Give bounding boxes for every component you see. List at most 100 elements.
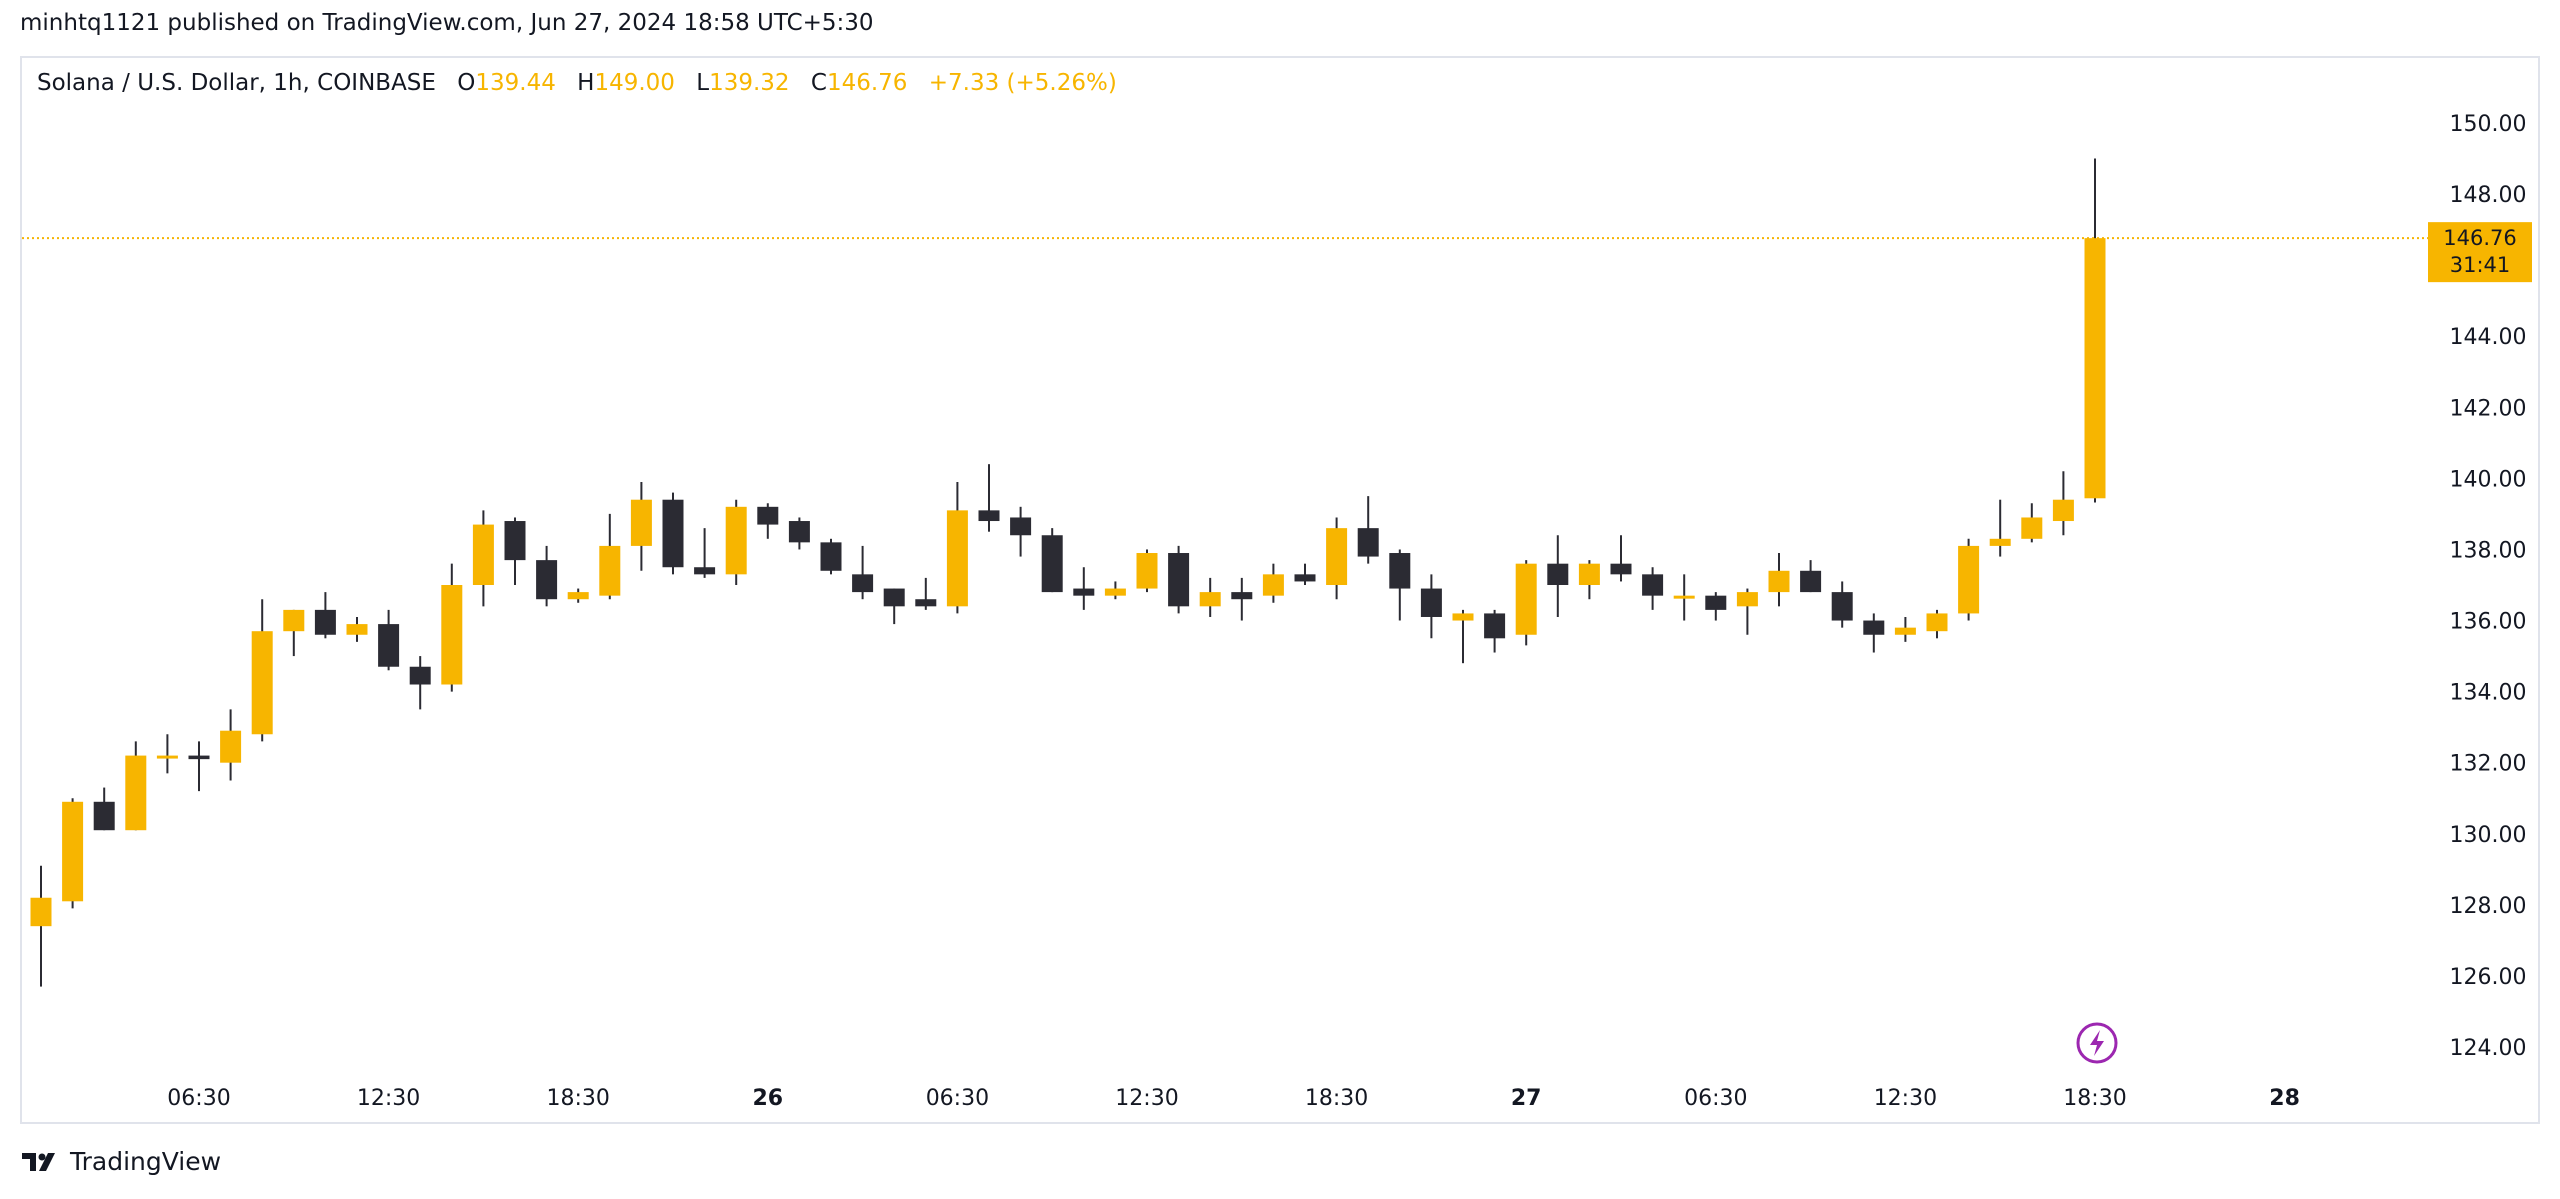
x-tick-label: 12:30 <box>357 1086 420 1111</box>
candle[interactable] <box>93 787 115 831</box>
candle[interactable] <box>1104 581 1126 600</box>
candle-body-down <box>978 510 1000 522</box>
footer-brand: TradingView <box>22 1147 221 1176</box>
candle[interactable] <box>409 656 431 710</box>
candle[interactable] <box>1578 560 1600 600</box>
candle[interactable] <box>1768 553 1790 607</box>
candle-body-up <box>2084 238 2106 499</box>
candle[interactable] <box>852 545 874 600</box>
candle-body-up <box>1136 553 1158 589</box>
candle[interactable] <box>1420 574 1442 639</box>
candle-body-up <box>567 592 589 600</box>
candle[interactable] <box>2052 471 2074 536</box>
candle[interactable] <box>1547 535 1569 617</box>
candle[interactable] <box>1642 567 1664 610</box>
candle[interactable] <box>1894 616 1916 642</box>
candle[interactable] <box>346 616 368 642</box>
candle[interactable] <box>1863 613 1885 653</box>
candle[interactable] <box>378 609 400 671</box>
candle[interactable] <box>1831 581 1853 628</box>
candle[interactable] <box>1199 577 1221 617</box>
candle[interactable] <box>1326 517 1348 600</box>
candle[interactable] <box>567 588 589 603</box>
candle[interactable] <box>472 510 494 607</box>
candle[interactable] <box>1073 567 1095 610</box>
candle[interactable] <box>946 481 968 614</box>
candle[interactable] <box>1484 609 1506 653</box>
candle-body-up <box>125 755 147 831</box>
candle[interactable] <box>1705 592 1727 621</box>
candle[interactable] <box>1294 563 1316 585</box>
candle[interactable] <box>725 499 747 585</box>
candle[interactable] <box>251 599 273 742</box>
candle[interactable] <box>915 577 937 610</box>
y-tick-label: 128.00 <box>2450 894 2527 919</box>
candle[interactable] <box>630 481 652 571</box>
candle-body-down <box>1642 574 1664 596</box>
candle-body-down <box>536 560 558 600</box>
y-tick-label: 134.00 <box>2450 681 2527 706</box>
y-tick-label: 150.00 <box>2450 112 2527 137</box>
candle[interactable] <box>1389 549 1411 621</box>
y-tick-label: 138.00 <box>2450 538 2527 563</box>
candle[interactable] <box>1136 549 1158 593</box>
candle[interactable] <box>1958 538 1980 621</box>
candle[interactable] <box>883 588 905 625</box>
candle[interactable] <box>1452 609 1474 664</box>
candle[interactable] <box>1926 609 1948 639</box>
candle[interactable] <box>1673 574 1695 621</box>
candle[interactable] <box>156 734 178 774</box>
candle[interactable] <box>1610 535 1632 582</box>
candle-body-down <box>1547 563 1569 585</box>
candle[interactable] <box>1262 563 1284 603</box>
last-price-label: 146.76 <box>2443 226 2516 250</box>
candle-body-up <box>441 585 463 685</box>
candle[interactable] <box>662 492 684 575</box>
candle[interactable] <box>1231 577 1253 621</box>
close-value: 146.76 <box>826 70 908 96</box>
low-value: 139.32 <box>709 70 790 96</box>
candle[interactable] <box>314 592 336 639</box>
candle-body-up <box>251 631 273 735</box>
candle[interactable] <box>536 545 558 607</box>
bar-countdown-label: 31:41 <box>2450 253 2511 277</box>
candle[interactable] <box>220 709 242 781</box>
flash-icon[interactable] <box>2076 1022 2118 1064</box>
candle[interactable] <box>1800 560 1822 593</box>
candle-body-down <box>93 801 115 831</box>
candle-body-up <box>30 897 52 927</box>
candle[interactable] <box>978 464 1000 532</box>
y-tick-label: 130.00 <box>2450 823 2527 848</box>
candle[interactable] <box>694 528 716 578</box>
publish-info: minhtq1121 published on TradingView.com,… <box>20 10 874 36</box>
candle[interactable] <box>1168 545 1190 614</box>
candle[interactable] <box>441 563 463 692</box>
candle[interactable] <box>820 538 842 575</box>
candle[interactable] <box>788 517 810 550</box>
chart-pane[interactable] <box>20 56 2540 1124</box>
y-tick-label: 142.00 <box>2450 396 2527 421</box>
candle[interactable] <box>1041 528 1063 593</box>
symbol-title[interactable]: Solana / U.S. Dollar, 1h, COINBASE <box>37 70 436 96</box>
candle[interactable] <box>599 513 621 600</box>
candle[interactable] <box>125 741 147 831</box>
open-value: 139.44 <box>475 70 556 96</box>
candle[interactable] <box>1357 496 1379 564</box>
candle[interactable] <box>2084 158 2106 503</box>
candle[interactable] <box>1989 499 2011 557</box>
candle-body-down <box>915 599 937 607</box>
candle[interactable] <box>62 798 84 909</box>
candle[interactable] <box>1515 560 1537 646</box>
candle[interactable] <box>30 865 52 987</box>
candle[interactable] <box>504 517 526 585</box>
candle[interactable] <box>757 503 779 539</box>
candle[interactable] <box>1736 588 1758 635</box>
candle-body-down <box>1389 553 1411 589</box>
candle[interactable] <box>283 609 305 657</box>
candle[interactable] <box>188 741 210 792</box>
candle-body-up <box>1673 595 1695 599</box>
candle[interactable] <box>1010 506 1032 557</box>
candle[interactable] <box>2021 503 2043 543</box>
candle-body-down <box>378 624 400 667</box>
